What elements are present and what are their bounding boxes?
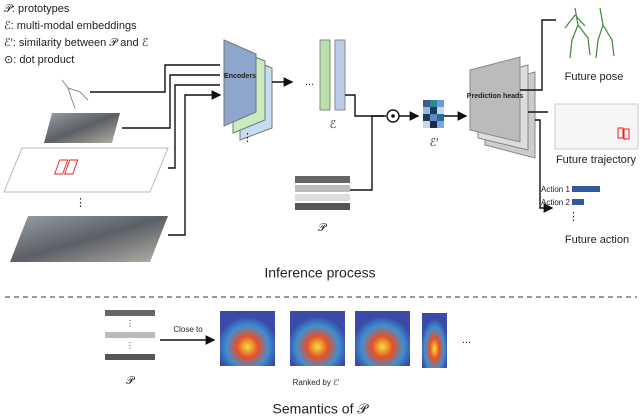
semantics-label: 𝒫: [126, 375, 136, 387]
legend-label: ℰ: multi-modal embeddings: [4, 20, 137, 32]
outputs-label: Future trajectory: [556, 154, 637, 166]
semantics-label: ⋮: [126, 319, 134, 328]
semantics-label: ⋮: [126, 341, 134, 350]
semantics-shape: [422, 313, 447, 368]
inputs-shape: [63, 159, 79, 175]
embeddings-label: ℰ: [330, 119, 337, 131]
inputs-label: ⋮: [75, 197, 86, 209]
outputs-label: Future action: [565, 234, 629, 246]
embeddings-shape: [391, 114, 395, 118]
prototypes: 𝒫: [295, 115, 386, 234]
similarity-shape: [430, 100, 437, 107]
outputs: Future pose Future trajectory Action 1 A…: [541, 7, 639, 246]
prototypes-shape: [295, 185, 350, 192]
semantics-label: Ranked by ℰ′: [293, 378, 340, 387]
inputs-shape: [90, 64, 220, 236]
similarity: ℰ′: [399, 100, 468, 149]
prediction-heads-shape: [520, 19, 556, 208]
outputs-label: Action 1: [541, 185, 570, 194]
outputs-shape: [554, 103, 639, 150]
inputs-shape: [3, 147, 169, 193]
embeddings-shape: [319, 39, 331, 111]
semantics-shape: [290, 311, 345, 366]
semantics-label: Close to: [173, 325, 203, 334]
similarity-shape: [423, 100, 430, 107]
semantics-shape: [355, 311, 410, 366]
similarity-shape: [423, 121, 430, 128]
similarity-shape: [430, 114, 437, 121]
embeddings-label: ...: [305, 76, 314, 88]
outputs-label: Action 2: [541, 198, 570, 207]
outputs-shape: [617, 127, 624, 139]
legend-label: 𝒫: prototypes: [4, 3, 70, 15]
outputs-shape: [572, 199, 584, 205]
similarity-shape: [437, 121, 444, 128]
semantics-shape: [105, 332, 155, 338]
similarity-shape: [430, 121, 437, 128]
embeddings-shape: [334, 39, 346, 111]
inputs-shape: [53, 159, 69, 175]
semantics-shape: [105, 354, 155, 360]
encoders-label: Encoders: [224, 73, 256, 80]
similarity-shape: [437, 107, 444, 114]
encoders-label: ⋮: [242, 132, 253, 144]
encoders-shape: [223, 39, 257, 127]
legend-label: ⊙: dot product: [4, 54, 74, 66]
outputs-shape: [564, 7, 615, 59]
inputs-shape: [44, 113, 120, 143]
outputs-label: Future pose: [565, 71, 624, 83]
similarity-shape: [423, 114, 430, 121]
caption: Semantics of 𝒫: [273, 401, 370, 417]
prediction-heads-shape: [469, 56, 521, 143]
legend-label: ℰ′: similarity between 𝒫 and ℰ: [4, 37, 149, 49]
outputs-label: ⋮: [568, 211, 579, 223]
embeddings-shape: [345, 94, 384, 117]
inputs: ⋮: [3, 64, 220, 262]
outputs-shape: [572, 186, 600, 192]
similarity-shape: [430, 107, 437, 114]
similarity-shape: [437, 114, 444, 121]
prototypes-shape: [295, 194, 350, 201]
similarity-shape: [437, 100, 444, 107]
similarity-shape: [423, 107, 430, 114]
inputs-shape: [61, 79, 89, 109]
outputs-shape: [623, 128, 630, 140]
prediction-heads-label: Prediction heads: [467, 93, 524, 100]
semantics-shape: [105, 310, 155, 316]
prototypes-label: 𝒫: [318, 222, 328, 234]
prediction-heads: Prediction heads: [467, 19, 556, 208]
semantics-label: ...: [462, 334, 471, 346]
semantics: ⋮ ⋮ 𝒫 Close to ... Ranked by ℰ′: [105, 310, 471, 387]
semantics-shape: [220, 311, 275, 366]
similarity-label: ℰ′: [430, 137, 439, 149]
encoders: Encoders ⋮: [223, 39, 294, 144]
legend: 𝒫: prototypes ℰ: multi-modal embeddings …: [4, 3, 149, 66]
inputs-shape: [10, 216, 168, 262]
prototypes-shape: [295, 176, 350, 183]
prototypes-shape: [295, 203, 350, 210]
caption: Inference process: [264, 265, 375, 281]
embeddings: ... ℰ: [305, 39, 400, 131]
prototypes-shape: [350, 115, 386, 191]
